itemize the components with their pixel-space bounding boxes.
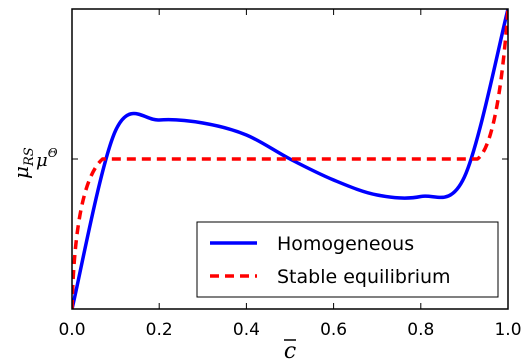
x-tick-label: 0.4 — [233, 320, 260, 340]
x-tick-label: 1.0 — [494, 320, 521, 340]
legend: Homogeneous Stable equilibrium — [196, 221, 499, 298]
y-axis-label-subscript: RS — [22, 147, 37, 167]
x-tick-label: 0.6 — [320, 320, 347, 340]
y-tick-label-sup: Θ — [48, 146, 58, 160]
x-tick-label: 0.2 — [146, 320, 173, 340]
y-tick-label: μΘ — [36, 146, 58, 171]
x-tick-label: 0.0 — [58, 320, 85, 340]
x-tick-label: 0.8 — [407, 320, 434, 340]
legend-label: Stable equilibrium — [277, 266, 451, 288]
legend-label: Homogeneous — [277, 233, 414, 255]
legend-box — [196, 221, 499, 298]
y-axis-label-main: μ — [9, 166, 33, 179]
ticks: 0.0 0.2 0.4 0.6 0.8 1.0 μΘ — [36, 9, 522, 340]
x-axis-label: c — [284, 339, 296, 364]
y-tick-label-main: μ — [36, 150, 48, 171]
series-line-homogeneous — [72, 9, 508, 309]
series-layer — [72, 9, 508, 309]
y-axis-label: μRS — [9, 147, 37, 179]
